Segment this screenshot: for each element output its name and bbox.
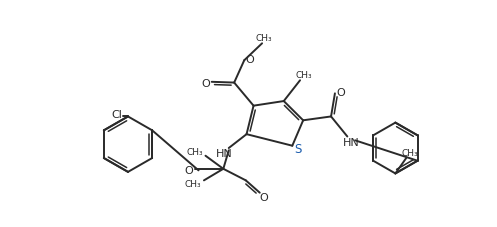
Text: CH₃: CH₃ (402, 148, 418, 158)
Text: CH₃: CH₃ (255, 34, 272, 43)
Text: HN: HN (216, 148, 233, 158)
Text: HN: HN (343, 137, 359, 147)
Text: CH₃: CH₃ (185, 179, 201, 188)
Text: O: O (185, 165, 194, 175)
Text: O: O (336, 87, 345, 97)
Text: O: O (246, 54, 254, 64)
Text: O: O (201, 78, 210, 88)
Text: CH₃: CH₃ (186, 148, 203, 157)
Text: O: O (259, 192, 268, 202)
Text: Cl: Cl (112, 110, 123, 120)
Text: CH₃: CH₃ (296, 70, 312, 79)
Text: S: S (294, 142, 301, 155)
